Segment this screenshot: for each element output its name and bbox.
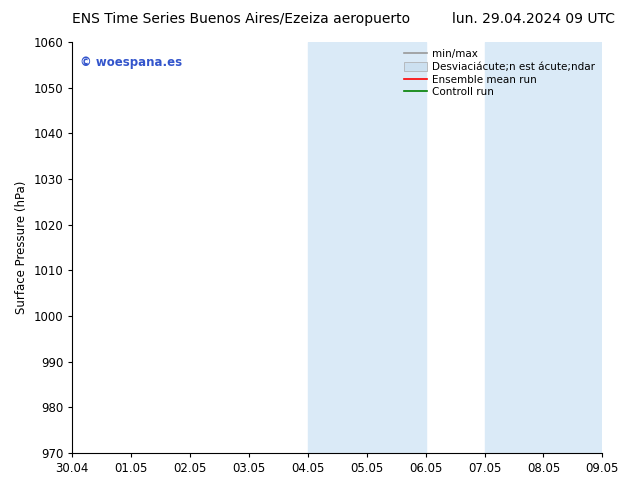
Legend: min/max, Desviaciácute;n est ácute;ndar, Ensemble mean run, Controll run: min/max, Desviaciácute;n est ácute;ndar,… xyxy=(402,47,597,99)
Text: © woespana.es: © woespana.es xyxy=(81,56,183,70)
Bar xyxy=(484,42,602,453)
Bar xyxy=(308,42,425,453)
Text: ENS Time Series Buenos Aires/Ezeiza aeropuerto: ENS Time Series Buenos Aires/Ezeiza aero… xyxy=(72,12,410,26)
Text: lun. 29.04.2024 09 UTC: lun. 29.04.2024 09 UTC xyxy=(452,12,615,26)
Y-axis label: Surface Pressure (hPa): Surface Pressure (hPa) xyxy=(15,181,28,314)
